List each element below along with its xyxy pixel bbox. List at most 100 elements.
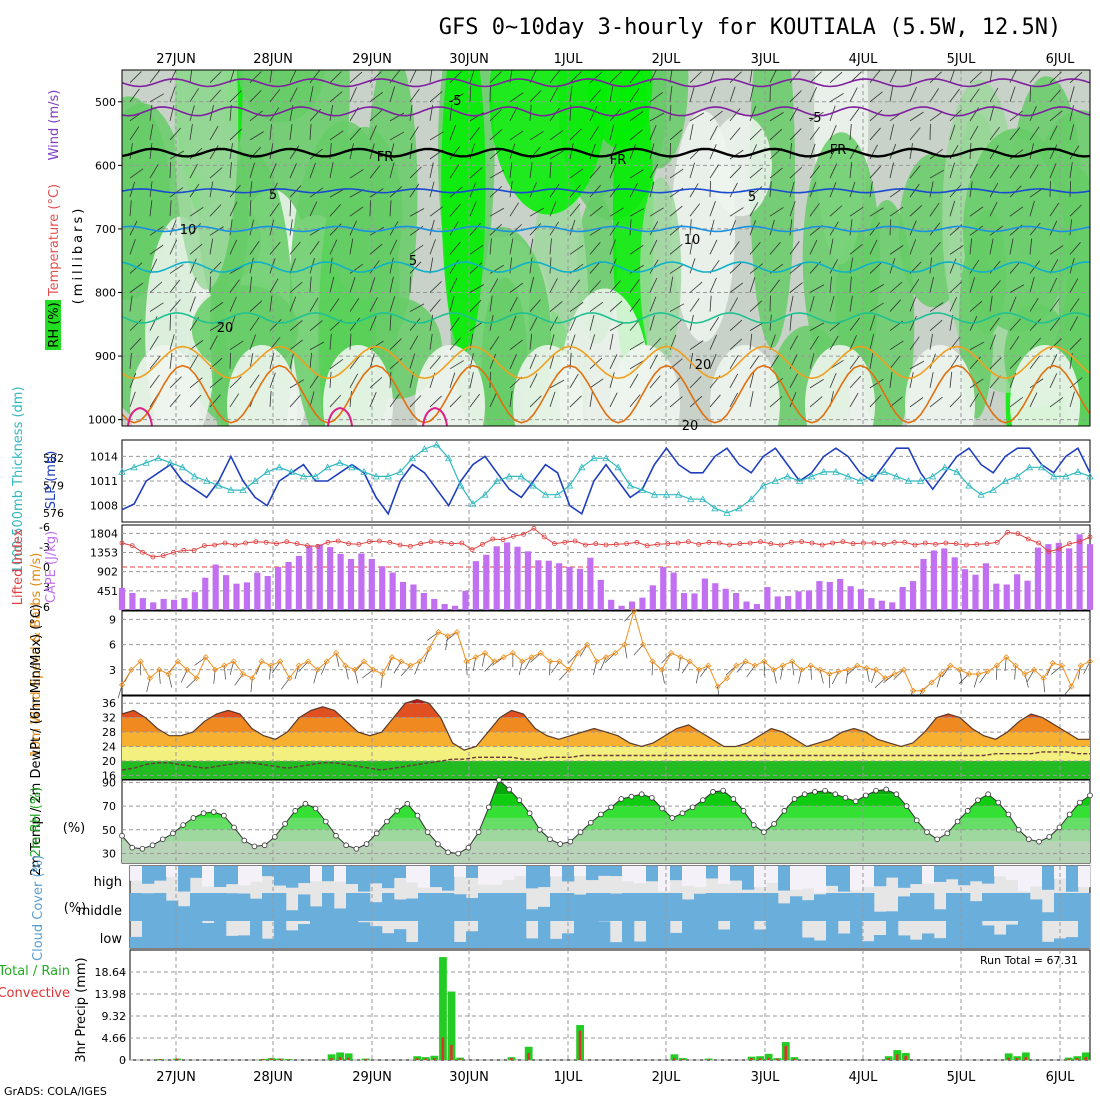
cloud-cell-low	[910, 939, 923, 948]
cape-bar	[847, 586, 854, 610]
precip-bar-convective	[1084, 1057, 1087, 1060]
wind-barb	[229, 239, 238, 255]
cloud-cell-high	[910, 866, 923, 885]
cloud-cell-middle	[466, 898, 479, 921]
cloud-cell-high	[982, 866, 995, 884]
wind-barb	[829, 335, 839, 350]
wind-barb	[409, 303, 425, 312]
wind-barb	[549, 316, 558, 331]
wind-barb	[1009, 318, 1021, 331]
wind-barb	[809, 322, 825, 331]
date-label-bottom: 2JUL	[652, 1070, 682, 1085]
wind-barb	[489, 336, 500, 350]
thickness-point	[517, 472, 525, 480]
wind-barb	[649, 239, 658, 255]
wind-speed-point	[938, 670, 945, 678]
thickness-tick-label: 579	[43, 480, 64, 493]
wind-barb	[909, 397, 924, 408]
rh-point	[353, 845, 360, 852]
ylabel-rh-panel: 2m RH (%)	[29, 787, 44, 858]
cloud-cell-high	[814, 866, 827, 893]
wind-barb	[189, 163, 198, 179]
cape-bar	[399, 581, 407, 610]
rh-point	[842, 794, 849, 801]
wind-barb	[369, 109, 383, 122]
wind-barb	[329, 298, 340, 312]
li-point	[685, 539, 691, 545]
wind-barb	[189, 243, 203, 255]
wind-barb	[889, 245, 904, 255]
wind-barb	[229, 90, 242, 103]
cloud-cell-middle	[382, 893, 395, 921]
wind-barb	[389, 257, 394, 274]
cloud-cell-low	[214, 921, 227, 948]
wind-barb	[1029, 297, 1039, 312]
wind-barb	[409, 335, 419, 350]
wind-barb	[589, 301, 604, 312]
li-point	[119, 540, 125, 546]
wind-barb	[349, 263, 364, 274]
wind-barb	[529, 162, 533, 179]
cloud-cell-high	[166, 866, 179, 878]
cloud-cell-low	[970, 921, 983, 948]
cloud-cell-middle	[214, 893, 227, 921]
wind-barb	[269, 295, 273, 312]
wind-barb	[389, 112, 405, 122]
cape-bar	[1076, 534, 1083, 610]
wind-barb	[229, 219, 233, 236]
wind-barb	[429, 70, 433, 83]
wind-barb	[589, 205, 603, 217]
thickness-point	[215, 481, 223, 489]
cape-bar	[150, 602, 157, 610]
li-point	[994, 539, 1000, 545]
wind-barb	[729, 297, 738, 312]
wind-barb	[129, 372, 137, 389]
thickness-point	[311, 472, 320, 480]
li-point	[675, 540, 681, 546]
wind-barb	[989, 70, 993, 83]
wind-barb	[349, 333, 352, 350]
cloud-cell-low	[550, 938, 563, 948]
wind-barb	[1069, 338, 1082, 350]
cape-bar	[608, 599, 615, 610]
ylabel-cape: CAPE (J/kg)	[44, 531, 59, 603]
slp-tick-label: 1008	[90, 500, 118, 513]
contour-label: 5	[409, 254, 417, 269]
wind-barb	[729, 282, 744, 293]
wind-barb	[869, 334, 875, 350]
thickness-point	[699, 495, 707, 503]
wind-barb	[129, 352, 132, 369]
wind-barb	[609, 239, 616, 255]
wind-barb	[289, 219, 293, 236]
wind-barb	[249, 219, 254, 236]
precip-bar-convective	[330, 1058, 333, 1060]
rh-point	[394, 808, 400, 814]
wind-barb	[949, 281, 963, 293]
wind-barb	[749, 70, 753, 83]
thickness-point	[348, 463, 356, 471]
wind-barb	[909, 70, 913, 83]
li-point	[459, 540, 465, 546]
wind-barb	[669, 319, 682, 331]
wind-barb	[624, 610, 635, 622]
rh-point	[628, 793, 635, 800]
cloud-cell-low	[490, 921, 503, 948]
wind-barb	[749, 322, 764, 331]
wind-barb	[429, 219, 435, 236]
li-point	[232, 542, 238, 548]
wind-barb	[271, 661, 281, 674]
cloud-cell-high	[994, 866, 1007, 877]
wind-barb	[949, 185, 962, 198]
precip-bar-convective	[450, 1044, 453, 1060]
li-point	[830, 540, 835, 546]
panel-10m-wind: 369 10m Wind Speed & Barbs (m/s)	[29, 553, 1094, 757]
wind-speed-point	[686, 658, 693, 665]
cloud-cell-low	[802, 937, 815, 948]
cloud-cell-high	[502, 866, 515, 880]
wind-barb	[609, 144, 617, 160]
rh-point	[333, 832, 339, 839]
li-point	[160, 553, 166, 559]
